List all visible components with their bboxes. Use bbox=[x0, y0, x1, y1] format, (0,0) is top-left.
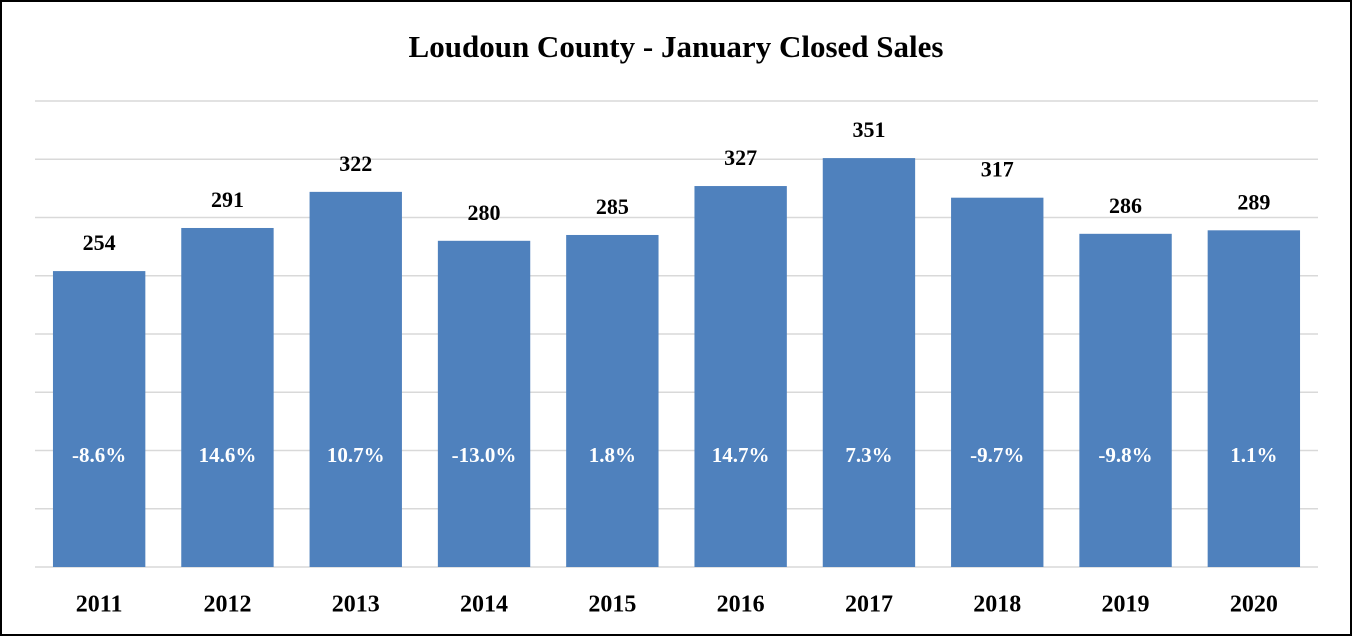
bar bbox=[309, 191, 402, 567]
data-label: 286 bbox=[1109, 193, 1142, 218]
x-tick-label: 2012 bbox=[203, 592, 251, 618]
x-tick-label: 2016 bbox=[717, 592, 765, 618]
change-label: 10.7% bbox=[327, 443, 385, 467]
change-label: 7.3% bbox=[845, 443, 892, 467]
change-label: 1.1% bbox=[1230, 443, 1277, 467]
bar bbox=[566, 234, 659, 567]
x-tick-label: 2019 bbox=[1102, 592, 1150, 618]
x-tick-label: 2017 bbox=[845, 592, 893, 618]
data-label: 289 bbox=[1237, 189, 1270, 214]
x-tick-label: 2011 bbox=[76, 592, 123, 618]
change-label: -13.0% bbox=[452, 443, 517, 467]
bar bbox=[951, 197, 1044, 567]
change-label: -9.7% bbox=[970, 443, 1024, 467]
data-label: 322 bbox=[339, 151, 372, 176]
chart-title: Loudoun County - January Closed Sales bbox=[409, 29, 944, 64]
data-label: 291 bbox=[211, 187, 244, 212]
x-tick-label: 2013 bbox=[332, 592, 380, 618]
bar bbox=[181, 227, 274, 568]
bar bbox=[52, 271, 146, 567]
x-tick-label: 2015 bbox=[588, 592, 636, 618]
x-tick-label: 2018 bbox=[973, 592, 1021, 618]
x-tick-label: 2014 bbox=[460, 592, 508, 618]
data-label: 285 bbox=[596, 194, 629, 219]
data-label: 317 bbox=[981, 157, 1014, 182]
bar bbox=[694, 186, 787, 568]
data-label: 351 bbox=[852, 117, 885, 142]
bar bbox=[822, 158, 916, 567]
bar bbox=[1079, 233, 1172, 567]
change-label: -8.6% bbox=[72, 443, 126, 467]
bar bbox=[1207, 230, 1301, 567]
change-label: 14.7% bbox=[712, 443, 770, 467]
change-label: 1.8% bbox=[589, 443, 636, 467]
data-label: 327 bbox=[724, 145, 757, 170]
data-label: 280 bbox=[468, 200, 501, 225]
bar bbox=[437, 240, 531, 568]
change-label: 14.6% bbox=[199, 443, 257, 467]
data-label: 254 bbox=[83, 230, 116, 255]
change-label: -9.8% bbox=[1098, 443, 1152, 467]
x-tick-label: 2020 bbox=[1230, 592, 1278, 618]
